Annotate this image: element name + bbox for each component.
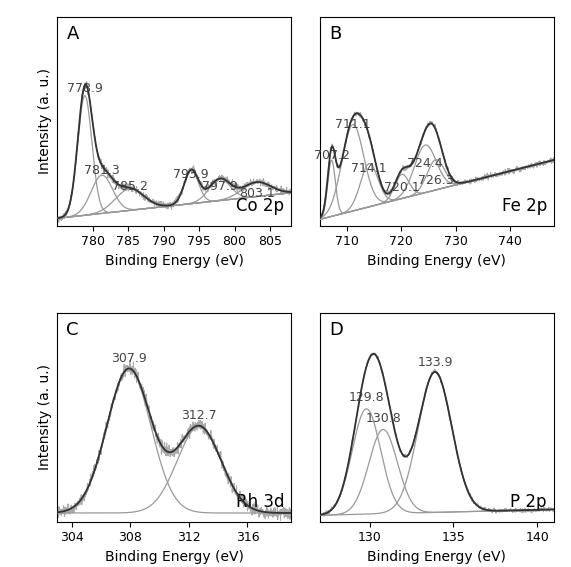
Text: 726.3: 726.3 bbox=[418, 175, 453, 188]
Text: 714.1: 714.1 bbox=[351, 162, 387, 175]
Text: C: C bbox=[66, 321, 79, 340]
Text: 707.2: 707.2 bbox=[313, 149, 349, 162]
Text: 797.9: 797.9 bbox=[202, 180, 238, 193]
Text: 129.8: 129.8 bbox=[349, 391, 384, 404]
Text: 720.1: 720.1 bbox=[384, 180, 420, 193]
Text: 778.9: 778.9 bbox=[67, 82, 103, 95]
X-axis label: Binding Energy (eV): Binding Energy (eV) bbox=[105, 254, 244, 268]
Text: 307.9: 307.9 bbox=[111, 352, 147, 365]
Text: 781.3: 781.3 bbox=[84, 163, 120, 176]
Text: Fe 2p: Fe 2p bbox=[501, 197, 547, 215]
Text: 133.9: 133.9 bbox=[417, 356, 453, 369]
Text: 130.8: 130.8 bbox=[365, 412, 401, 425]
Text: B: B bbox=[329, 26, 341, 43]
X-axis label: Binding Energy (eV): Binding Energy (eV) bbox=[367, 550, 506, 564]
Text: 312.7: 312.7 bbox=[182, 409, 217, 422]
Text: 711.1: 711.1 bbox=[335, 119, 371, 131]
Text: 724.4: 724.4 bbox=[408, 157, 443, 170]
Text: A: A bbox=[66, 26, 79, 43]
Text: P 2p: P 2p bbox=[510, 493, 547, 511]
Y-axis label: Intensity (a. u.): Intensity (a. u.) bbox=[38, 365, 51, 471]
Text: Co 2p: Co 2p bbox=[236, 197, 284, 215]
X-axis label: Binding Energy (eV): Binding Energy (eV) bbox=[105, 550, 244, 564]
Text: 803.1: 803.1 bbox=[239, 188, 275, 200]
X-axis label: Binding Energy (eV): Binding Energy (eV) bbox=[367, 254, 506, 268]
Text: D: D bbox=[329, 321, 343, 340]
Text: 793.9: 793.9 bbox=[174, 168, 209, 181]
Text: 785.2: 785.2 bbox=[111, 180, 147, 193]
Y-axis label: Intensity (a. u.): Intensity (a. u.) bbox=[38, 68, 51, 174]
Text: Rh 3d: Rh 3d bbox=[236, 493, 284, 511]
